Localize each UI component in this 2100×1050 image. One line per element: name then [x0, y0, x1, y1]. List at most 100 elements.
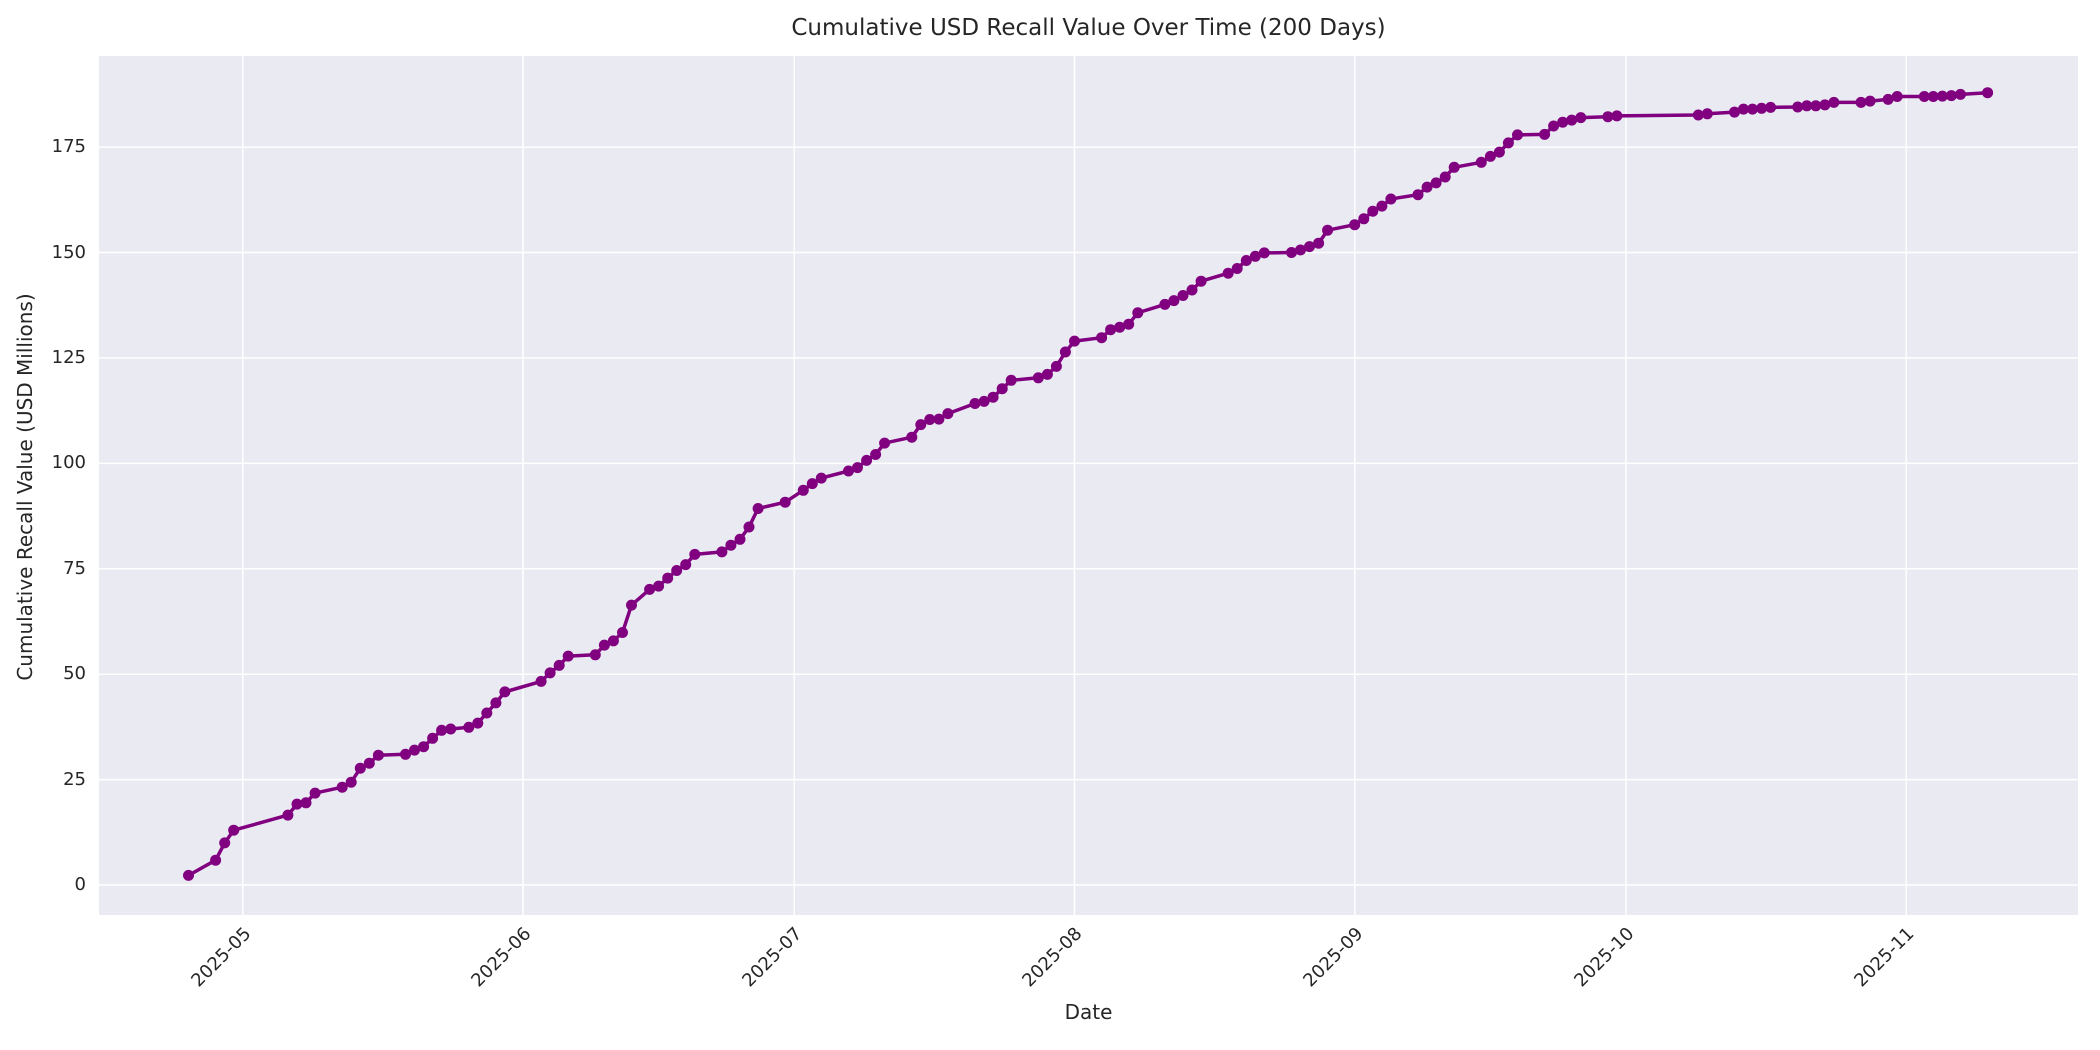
- data-point-marker: [436, 724, 448, 736]
- data-point-marker: [598, 639, 610, 651]
- data-point-marker: [1059, 346, 1071, 358]
- data-point-marker: [499, 686, 511, 698]
- data-point-marker: [1448, 161, 1460, 173]
- data-point-marker: [1701, 108, 1713, 120]
- data-point-marker: [1566, 114, 1578, 126]
- data-point-marker: [843, 465, 854, 477]
- data-point-marker: [535, 675, 547, 687]
- data-point-marker: [1195, 275, 1207, 287]
- data-point-marker: [1249, 250, 1261, 262]
- data-point-marker: [372, 749, 384, 761]
- data-point-marker: [1792, 101, 1804, 113]
- data-point-marker: [1096, 332, 1108, 344]
- data-point-marker: [779, 496, 791, 508]
- y-tick-label: 25: [63, 768, 86, 790]
- data-point-marker: [1186, 284, 1198, 296]
- y-tick-label: 50: [63, 663, 86, 685]
- data-point-marker: [282, 809, 294, 821]
- y-tick-label: 175: [51, 136, 86, 158]
- data-point-marker: [906, 431, 918, 443]
- data-point-marker: [1548, 120, 1560, 132]
- data-point-marker: [815, 472, 827, 484]
- data-point-marker: [1936, 90, 1948, 102]
- data-point-marker: [734, 533, 746, 545]
- data-point-marker: [1295, 244, 1306, 256]
- data-point-marker: [1611, 110, 1623, 122]
- data-point-marker: [1502, 137, 1514, 149]
- data-point-marker: [987, 391, 999, 403]
- data-point-marker: [309, 787, 321, 799]
- data-point-marker: [1005, 374, 1017, 386]
- x-axis-label: Date: [1064, 1000, 1113, 1024]
- data-point-marker: [490, 697, 502, 709]
- data-point-marker: [1123, 318, 1135, 330]
- data-point-marker: [1177, 290, 1189, 301]
- data-point-marker: [1231, 263, 1243, 274]
- data-point-marker: [1114, 321, 1126, 333]
- data-point-marker: [219, 837, 231, 849]
- data-point-marker: [1286, 247, 1297, 258]
- data-point-marker: [671, 565, 683, 576]
- data-point-marker: [752, 503, 764, 514]
- y-tick-label: 0: [74, 874, 86, 896]
- data-point-marker: [969, 398, 981, 409]
- data-point-marker: [662, 572, 674, 584]
- data-point-marker: [1539, 128, 1551, 140]
- data-point-marker: [1421, 181, 1433, 193]
- data-point-marker: [1692, 109, 1704, 121]
- data-point-marker: [1168, 295, 1180, 307]
- data-point-marker: [1493, 146, 1505, 158]
- data-point-marker: [1575, 112, 1587, 124]
- data-point-marker: [1258, 247, 1270, 259]
- data-point-marker: [879, 437, 891, 449]
- data-point-marker: [680, 559, 692, 571]
- data-point-marker: [1756, 102, 1768, 114]
- data-point-marker: [1918, 91, 1930, 102]
- data-point-marker: [1557, 116, 1569, 128]
- data-point-marker: [1765, 101, 1777, 113]
- data-point-marker: [1069, 335, 1080, 347]
- data-point-marker: [1512, 129, 1523, 141]
- data-point-marker: [1439, 171, 1451, 183]
- data-point-marker: [1927, 91, 1939, 102]
- y-tick-label: 150: [51, 241, 86, 263]
- data-point-marker: [544, 667, 556, 679]
- data-point-marker: [445, 723, 457, 735]
- data-point-marker: [1982, 87, 1994, 99]
- data-point-marker: [653, 580, 665, 592]
- data-point-marker: [418, 741, 430, 753]
- data-point-marker: [1828, 96, 1840, 108]
- data-point-marker: [562, 650, 574, 662]
- data-point-marker: [1864, 95, 1876, 107]
- y-tick-label: 75: [63, 557, 86, 579]
- data-point-marker: [472, 717, 484, 729]
- data-point-marker: [1367, 205, 1379, 217]
- data-point-marker: [345, 776, 357, 788]
- data-point-marker: [1738, 103, 1749, 115]
- data-point-marker: [1602, 111, 1614, 123]
- data-point-marker: [1313, 237, 1325, 249]
- data-point-marker: [924, 414, 936, 425]
- data-point-marker: [743, 521, 755, 533]
- data-point-marker: [806, 478, 818, 490]
- data-point-marker: [1801, 100, 1813, 112]
- data-point-marker: [1376, 200, 1388, 212]
- data-point-marker: [336, 781, 348, 793]
- data-point-marker: [1349, 219, 1361, 231]
- data-point-marker: [1032, 372, 1044, 384]
- data-point-marker: [1945, 90, 1957, 102]
- data-point-marker: [1882, 93, 1894, 105]
- data-point-marker: [852, 462, 863, 474]
- data-point-marker: [1358, 213, 1370, 225]
- data-point-marker: [797, 484, 809, 496]
- data-point-marker: [1729, 106, 1740, 118]
- data-point-marker: [400, 748, 411, 760]
- data-point-marker: [870, 449, 882, 460]
- data-point-marker: [589, 649, 601, 661]
- y-tick-label: 100: [51, 452, 86, 474]
- data-point-marker: [1132, 307, 1144, 319]
- data-point-marker: [644, 583, 656, 595]
- data-point-marker: [1955, 88, 1966, 100]
- data-point-marker: [607, 635, 619, 647]
